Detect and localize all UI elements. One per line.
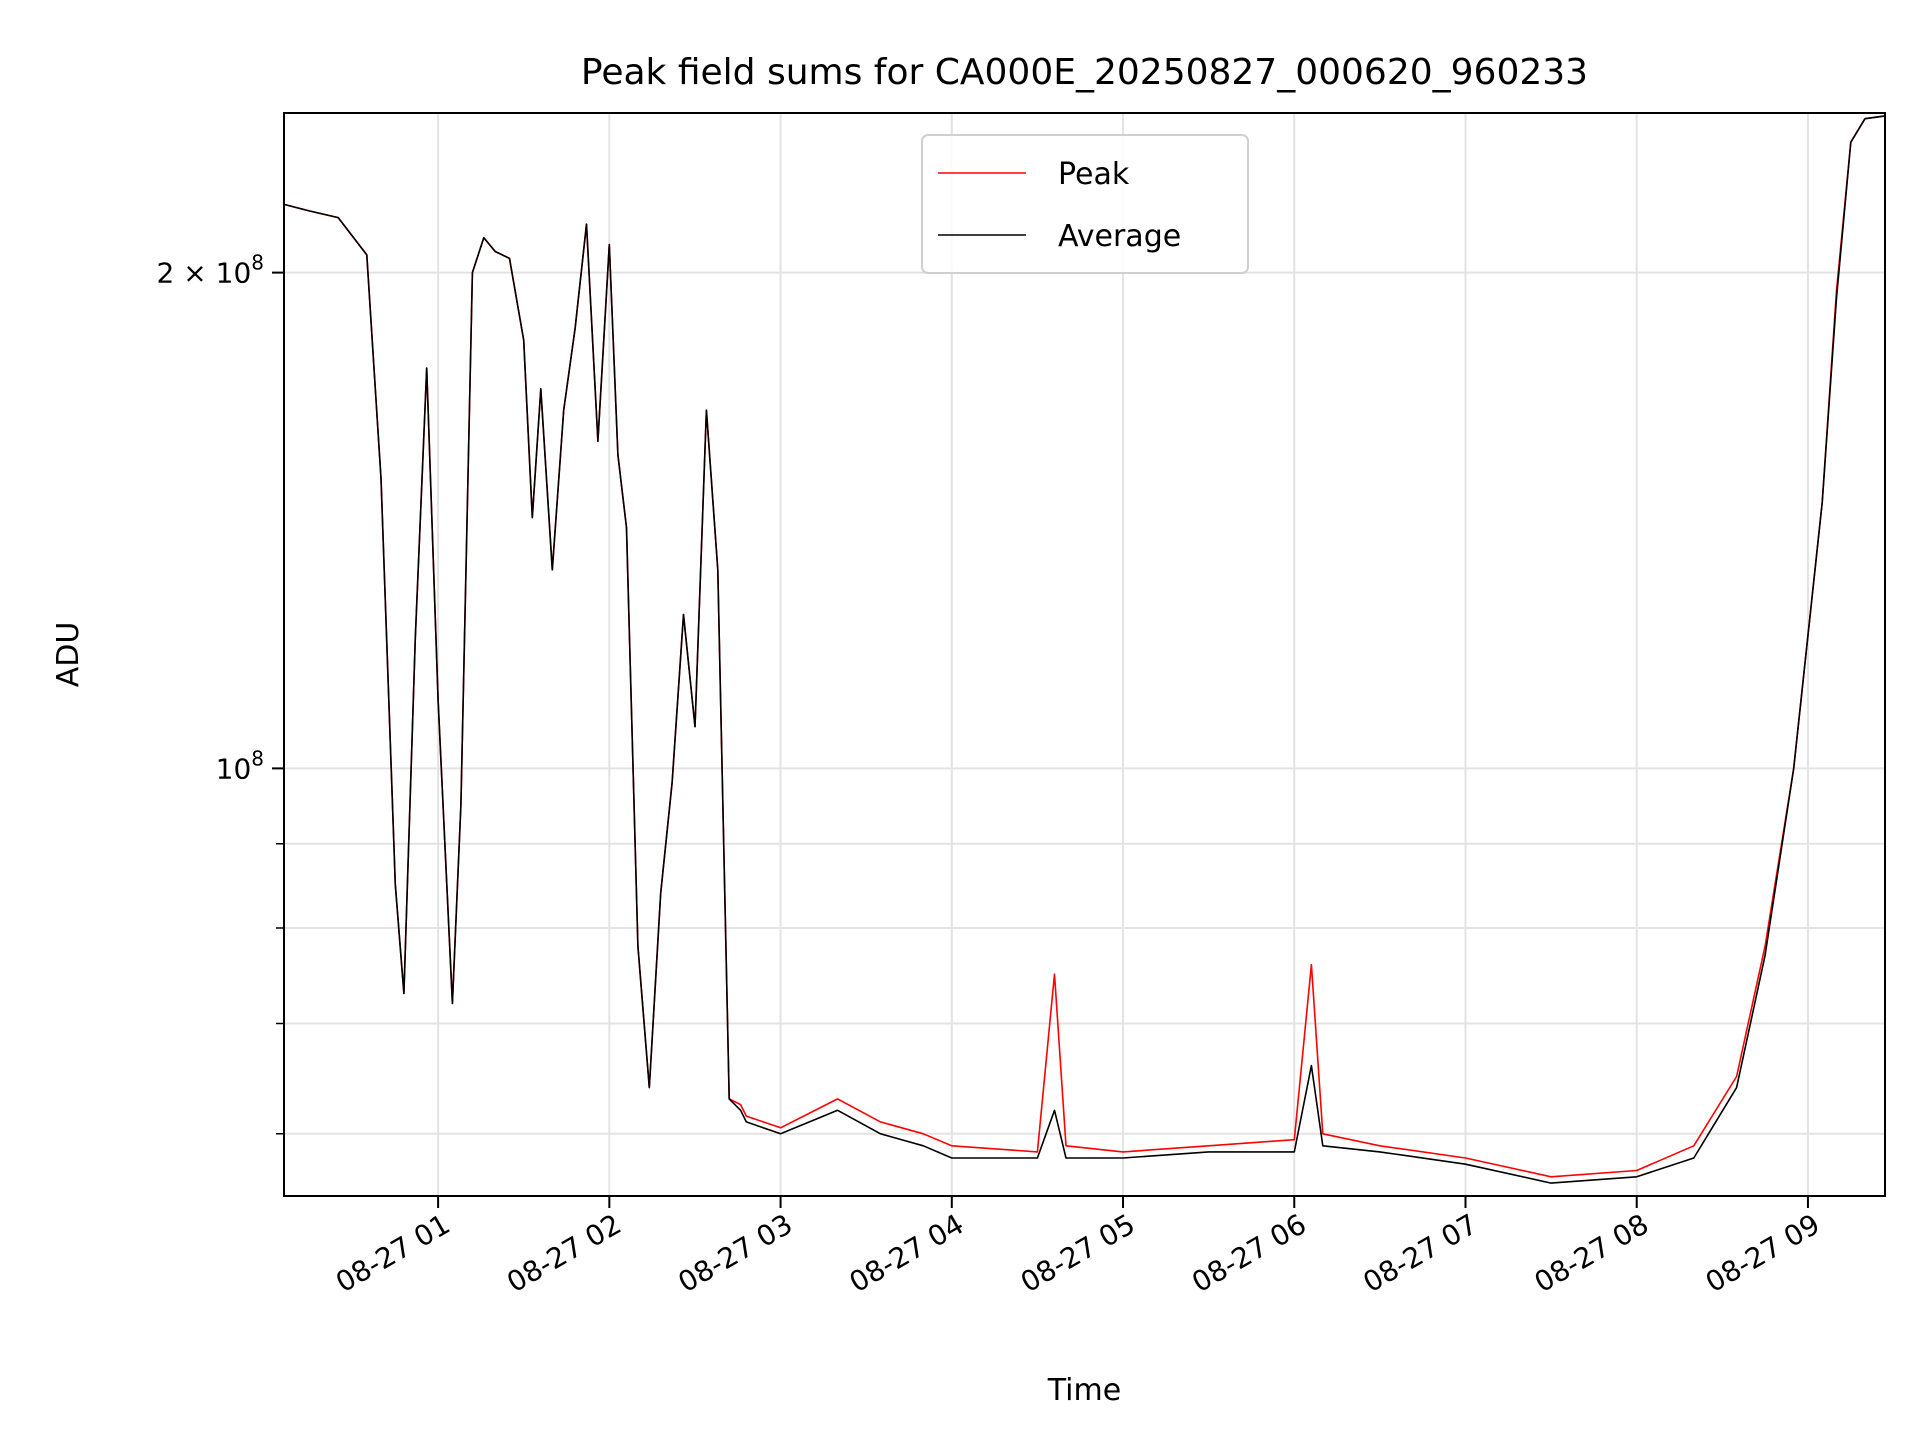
series-layer xyxy=(283,115,1886,1184)
x-axis-label: Time xyxy=(1047,1373,1121,1408)
y-tick-label: 108 xyxy=(216,746,264,785)
y-tick-label: 2 × 108 xyxy=(157,251,264,290)
chart-title: Peak field sums for CA000E_20250827_0006… xyxy=(581,52,1588,93)
plot-frame xyxy=(283,112,1886,1197)
y-tick-label-base: 10 xyxy=(216,752,252,785)
legend-label-peak: Peak xyxy=(1058,157,1130,192)
legend-box xyxy=(921,134,1249,274)
series-line-average xyxy=(283,115,1886,1184)
y-axis-label: ADU xyxy=(51,622,86,688)
y-tick-label-exponent: 8 xyxy=(251,746,264,770)
y-tick-label-exponent: 8 xyxy=(251,251,264,275)
legend-label-average: Average xyxy=(1058,219,1181,254)
legend: Peak Average xyxy=(921,134,1249,274)
y-tick-label-base: 2 × 10 xyxy=(157,257,252,290)
